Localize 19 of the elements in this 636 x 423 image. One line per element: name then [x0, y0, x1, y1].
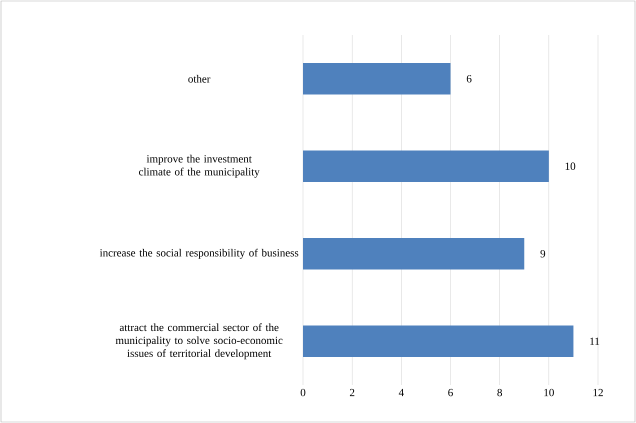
y-tick-label: other	[188, 74, 210, 83]
data-label: 11	[590, 338, 600, 345]
data-label: 6	[466, 75, 472, 82]
bar	[303, 238, 524, 270]
x-tick-label: 10	[544, 388, 554, 396]
x-tick-label: 4	[398, 388, 404, 396]
bar	[303, 326, 574, 358]
x-tick-label: 6	[448, 388, 453, 396]
y-tick-label: increase the social responsibility of business	[100, 248, 298, 259]
y-tick-label: improve the investment climate of the municipality	[139, 154, 260, 178]
bar	[303, 150, 549, 182]
x-tick-label: 8	[497, 388, 502, 396]
y-tick-label: attract the commercial sector of the municipality to solve socio-economic issues of territorial development	[116, 323, 283, 360]
data-label: 10	[566, 162, 576, 170]
x-tick-label: 0	[300, 388, 306, 396]
x-tick-label: 2	[350, 388, 354, 396]
bar	[303, 63, 451, 94]
data-label: 9	[540, 250, 546, 258]
x-tick-label: 12	[594, 388, 603, 396]
